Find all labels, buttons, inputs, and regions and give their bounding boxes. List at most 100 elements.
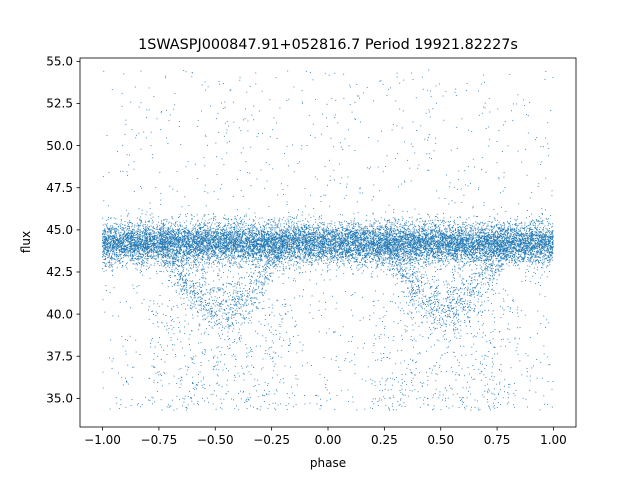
data-point [417, 237, 419, 239]
data-point [470, 231, 472, 233]
data-point [511, 258, 513, 260]
data-point [282, 266, 284, 268]
data-point [197, 255, 199, 257]
data-point [512, 248, 514, 250]
data-point [515, 235, 517, 237]
data-point [199, 223, 201, 225]
data-point [405, 246, 407, 248]
data-point [538, 232, 540, 234]
data-point [506, 230, 507, 232]
data-point [483, 228, 485, 230]
data-point [278, 236, 280, 238]
data-point [517, 237, 519, 239]
data-point [117, 255, 119, 257]
data-point [438, 227, 440, 229]
data-point [295, 261, 297, 263]
data-point [208, 222, 210, 224]
data-point [508, 226, 510, 227]
data-point [351, 230, 353, 232]
data-point [310, 271, 312, 273]
data-point [132, 251, 134, 253]
data-point [486, 257, 488, 259]
data-point [113, 250, 115, 252]
data-point [176, 246, 178, 248]
data-point [384, 248, 386, 250]
data-point [396, 237, 398, 239]
data-point [238, 255, 240, 257]
data-point [244, 254, 246, 256]
data-point [348, 222, 350, 224]
data-point [303, 238, 305, 240]
data-point [458, 238, 460, 240]
data-point [225, 232, 227, 234]
data-point [533, 272, 535, 274]
data-point [108, 239, 109, 241]
data-point [376, 254, 378, 256]
data-point [493, 244, 495, 246]
data-point [518, 232, 520, 234]
data-point [220, 243, 221, 245]
data-point [536, 252, 538, 254]
data-point [155, 246, 157, 248]
data-point [548, 251, 550, 253]
data-point [356, 246, 358, 248]
data-point [326, 226, 328, 228]
data-point [108, 250, 110, 252]
data-point [418, 224, 419, 226]
data-point [542, 223, 544, 225]
data-point [508, 245, 510, 247]
data-point [158, 238, 160, 240]
data-point [237, 222, 239, 224]
data-point [188, 235, 190, 237]
data-point [235, 229, 237, 231]
data-point [513, 229, 515, 231]
data-point [125, 233, 127, 235]
data-point [521, 260, 523, 262]
data-point [383, 248, 385, 249]
data-point [426, 230, 428, 231]
data-point [127, 214, 129, 216]
data-point [443, 222, 445, 224]
data-point [530, 240, 532, 242]
data-point [289, 248, 291, 250]
data-point [415, 258, 417, 260]
data-point [134, 250, 135, 252]
data-point [400, 240, 402, 242]
data-point [117, 243, 119, 245]
data-point [225, 255, 227, 257]
data-point [208, 253, 210, 255]
data-point [305, 246, 307, 247]
data-point [418, 232, 420, 234]
data-point [153, 246, 155, 248]
data-point [334, 222, 336, 224]
data-point [450, 240, 451, 242]
data-point [285, 267, 287, 269]
data-point [518, 255, 520, 257]
data-point [420, 253, 422, 255]
data-point [161, 242, 163, 244]
data-point [262, 238, 263, 240]
data-point [479, 232, 481, 234]
data-point [104, 252, 106, 254]
data-point [410, 252, 412, 254]
data-point [461, 239, 463, 240]
data-point [203, 250, 205, 252]
data-point [393, 233, 395, 235]
data-point [419, 245, 421, 247]
data-point [521, 242, 522, 243]
data-point [355, 237, 357, 239]
data-point [328, 241, 330, 243]
data-point [268, 223, 270, 225]
data-point [494, 251, 495, 253]
data-point [518, 264, 519, 266]
data-point [299, 229, 301, 231]
data-point [435, 224, 437, 226]
data-point [542, 237, 544, 238]
data-point [240, 244, 242, 246]
data-point [114, 262, 116, 264]
data-point [297, 220, 299, 222]
data-point [421, 238, 422, 240]
data-point [310, 249, 312, 251]
data-point [214, 255, 216, 256]
data-point [373, 257, 375, 258]
